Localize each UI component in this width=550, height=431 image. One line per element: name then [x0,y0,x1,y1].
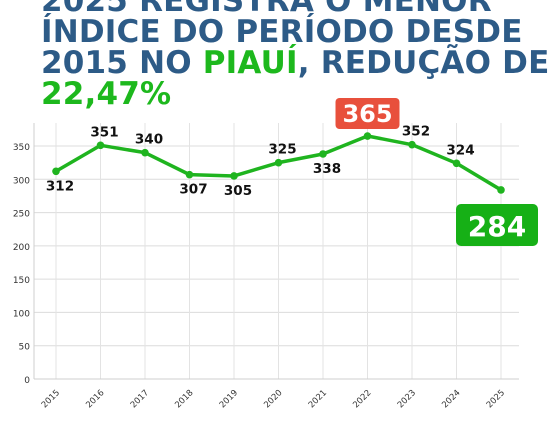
headline-percentage: 22,47% [41,76,172,112]
x-tick-label: 2020 [262,388,284,410]
headline-prefix: 2015 NO [41,45,203,81]
x-tick-label: 2022 [351,388,373,410]
y-axis: 0 50 100 150 200 250 300 350 [13,143,30,386]
data-label: 325 [268,142,296,158]
chart-grid [33,123,519,380]
data-label: 305 [224,183,252,199]
max-value-label: 365 [342,100,392,128]
x-tick-label: 2017 [129,388,151,410]
data-label: 352 [402,124,430,140]
data-point [274,158,283,167]
headline-line-3: 2015 NO PIAUÍ, REDUÇÃO DE [41,45,549,81]
data-point [96,141,105,150]
data-point [319,150,327,158]
data-point [452,159,461,168]
data-point [497,186,505,194]
y-tick-label: 150 [13,276,30,286]
y-tick-label: 350 [13,143,30,153]
headline-suffix: , REDUÇÃO DE [297,45,550,81]
y-tick-label: 250 [13,210,30,220]
x-tick-label: 2021 [307,388,329,410]
x-axis: 2015 2016 2017 2018 2019 2020 2021 2022 2023 2024… [40,388,507,410]
x-tick-label: 2016 [84,388,106,410]
data-label: 351 [90,124,118,140]
headline: 2025 REGISTRA O MENOR ÍNDICE DO PERÍODO … [41,0,549,112]
y-tick-label: 300 [13,176,30,186]
data-label: 338 [313,161,341,177]
data-point [408,140,416,149]
headline-state: PIAUÍ [202,45,298,81]
x-tick-label: 2018 [173,388,195,410]
data-point [185,170,194,179]
chart-series [52,132,505,194]
y-tick-label: 0 [24,376,30,386]
y-tick-label: 50 [19,343,31,353]
y-tick-label: 100 [13,309,30,319]
data-point [52,167,60,176]
data-label: 340 [135,132,163,148]
headline-line-1: 2025 REGISTRA O MENOR [41,0,492,19]
data-label: 307 [179,182,207,198]
min-value-badge [456,204,538,246]
data-point [363,132,372,140]
x-tick-label: 2015 [40,388,62,410]
data-point [230,172,238,180]
x-tick-label: 2024 [440,388,462,410]
y-tick-label: 200 [13,243,30,253]
max-value-badge [335,98,400,130]
data-point [141,148,149,157]
data-label: 312 [46,178,74,194]
data-labels: 312 351 340 307 305 325 338 365 352 324 284 [46,98,538,246]
x-tick-label: 2023 [396,388,418,410]
data-label: 324 [446,142,474,158]
headline-line-2: ÍNDICE DO PERÍODO DESDE [41,14,523,50]
x-tick-label: 2025 [485,388,507,410]
x-tick-label: 2019 [218,388,240,410]
min-value-label: 284 [468,210,526,243]
